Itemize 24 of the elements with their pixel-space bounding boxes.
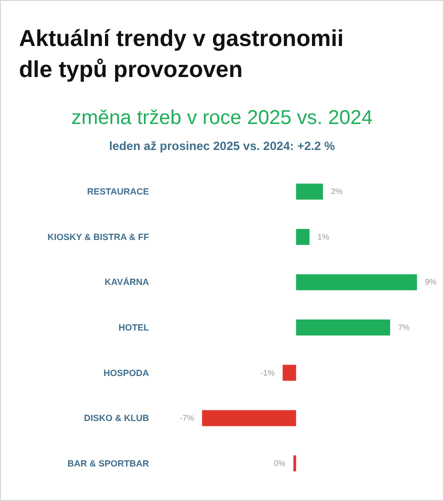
chart-title: Aktuální trendy v gastronomii dle typů provozoven: [19, 24, 345, 84]
bar: [296, 228, 310, 245]
bar: [296, 184, 323, 200]
y-tick-label: BAR & SPORTBAR: [67, 458, 150, 468]
text: leden až prosinec 2025 vs. 2024: +2.2 %: [108, 139, 336, 153]
y-tick-label: HOTEL: [118, 322, 150, 332]
data-label: 1%: [318, 232, 330, 242]
data-label: 9%: [424, 278, 437, 287]
chart-subtitle: změna tržeb v roce 2025 vs. 2024: [70, 107, 374, 130]
y-tick-label: DISKO & KLUB: [84, 413, 150, 424]
data-label: 7%: [398, 323, 410, 332]
bar: [296, 274, 417, 290]
data-label: -1%: [260, 368, 275, 378]
bar: [202, 410, 296, 426]
bar: [282, 364, 296, 381]
y-tick-label: HOSPODA: [103, 368, 150, 378]
bar: [293, 455, 296, 472]
data-label: 2%: [330, 187, 343, 196]
bar: [296, 320, 390, 336]
data-label: -7%: [180, 414, 194, 423]
y-tick-label: KAVÁRNA: [104, 277, 150, 288]
y-tick-label: KIOSKY & BISTRA & FF: [47, 232, 150, 242]
data-label: 0%: [274, 458, 286, 468]
y-tick-label: RESTAURACE: [87, 186, 149, 197]
